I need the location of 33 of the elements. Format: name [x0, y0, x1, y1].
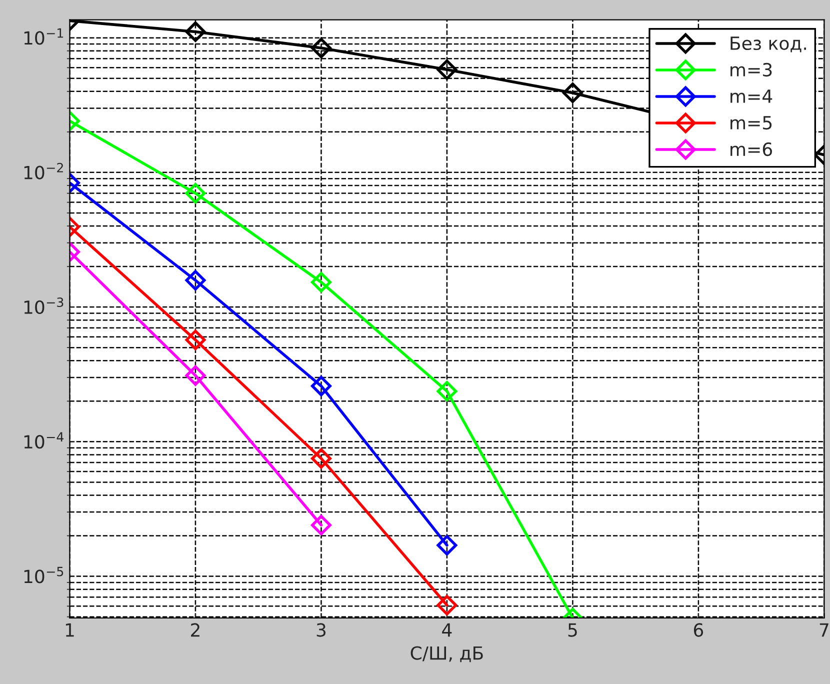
legend-label: m=3 [730, 62, 772, 77]
y-tick-label: 10$^{−2}$ [24, 162, 63, 180]
point [185, 365, 206, 386]
y-tick-label: 10$^{−1}$ [24, 28, 64, 45]
x-tick-label: 6 [694, 623, 704, 637]
x-tick-label: 4 [442, 623, 452, 637]
point [436, 594, 458, 616]
point [436, 59, 458, 80]
point [310, 376, 332, 396]
legend-label: m=4 [730, 90, 772, 103]
point [310, 272, 332, 292]
x-tick-label: 7 [820, 623, 828, 637]
point [185, 21, 206, 42]
point [185, 330, 206, 350]
y-tick-label: 10$^{−3}$ [24, 297, 64, 314]
point [185, 270, 206, 291]
point [562, 82, 583, 104]
point [436, 380, 458, 402]
y-tick-label: 10$^{−5}$ [24, 566, 64, 584]
x-tick-label: 1 [66, 623, 74, 637]
point [310, 448, 332, 469]
point [436, 535, 458, 556]
point [310, 514, 332, 536]
x-axis-title: С/Ш, дБ [410, 646, 483, 662]
x-tick-label: 5 [568, 623, 577, 637]
point [310, 38, 332, 58]
y-tick-label: 10$^{−4}$ [24, 432, 64, 449]
point [185, 183, 206, 204]
legend-label: m=6 [730, 142, 772, 156]
legend-label: Без код. [730, 36, 806, 52]
x-tick-label: 2 [191, 623, 200, 637]
legend-label: m=5 [730, 116, 772, 130]
x-tick-label: 3 [316, 623, 326, 637]
